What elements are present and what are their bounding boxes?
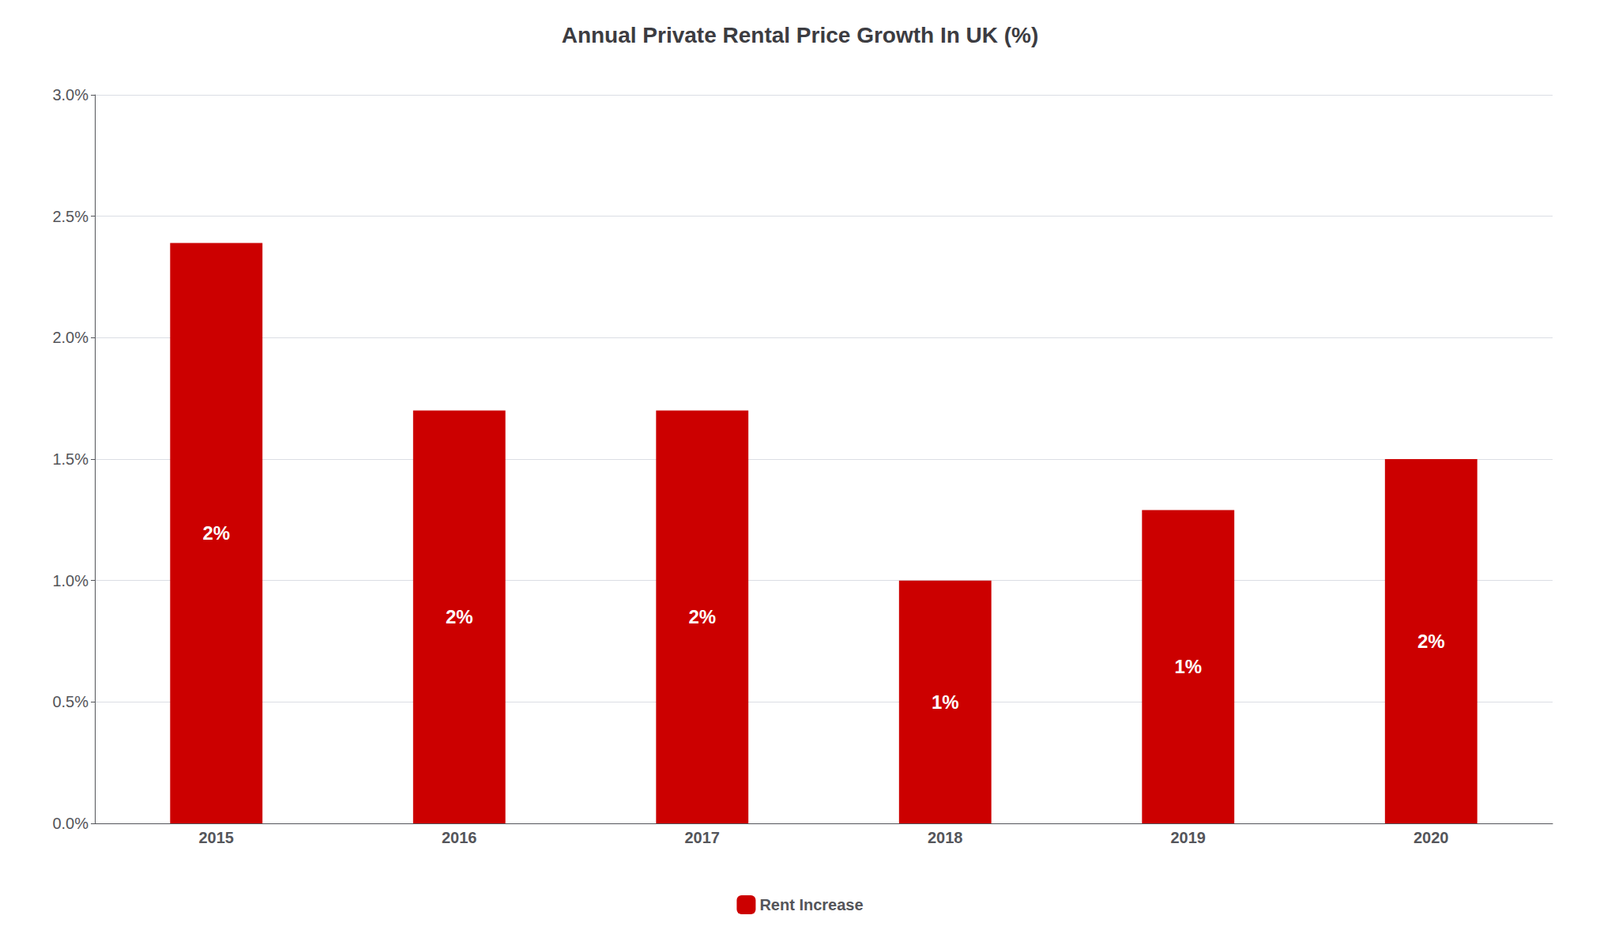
- svg-text:1.5%: 1.5%: [52, 450, 89, 468]
- svg-text:2016: 2016: [441, 828, 478, 847]
- svg-text:2020: 2020: [1413, 828, 1450, 847]
- svg-text:1%: 1%: [931, 691, 960, 713]
- svg-text:1.0%: 1.0%: [52, 572, 89, 590]
- svg-text:Rent Increase: Rent Increase: [759, 896, 863, 914]
- svg-text:2.0%: 2.0%: [52, 328, 89, 347]
- svg-text:2%: 2%: [688, 606, 716, 628]
- svg-text:3.0%: 3.0%: [52, 86, 89, 104]
- svg-text:2018: 2018: [927, 828, 964, 847]
- svg-text:0.5%: 0.5%: [52, 692, 89, 711]
- svg-text:2019: 2019: [1170, 828, 1207, 847]
- svg-text:2015: 2015: [199, 828, 235, 847]
- svg-text:2017: 2017: [685, 828, 721, 847]
- svg-text:2%: 2%: [202, 522, 230, 544]
- svg-text:Annual Private Rental Price Gr: Annual Private Rental Price Growth In UK…: [561, 22, 1040, 48]
- svg-text:1%: 1%: [1174, 655, 1202, 678]
- svg-text:0.0%: 0.0%: [52, 814, 89, 832]
- svg-text:2%: 2%: [1417, 630, 1446, 652]
- svg-text:2.5%: 2.5%: [52, 207, 89, 226]
- svg-text:2%: 2%: [445, 606, 474, 628]
